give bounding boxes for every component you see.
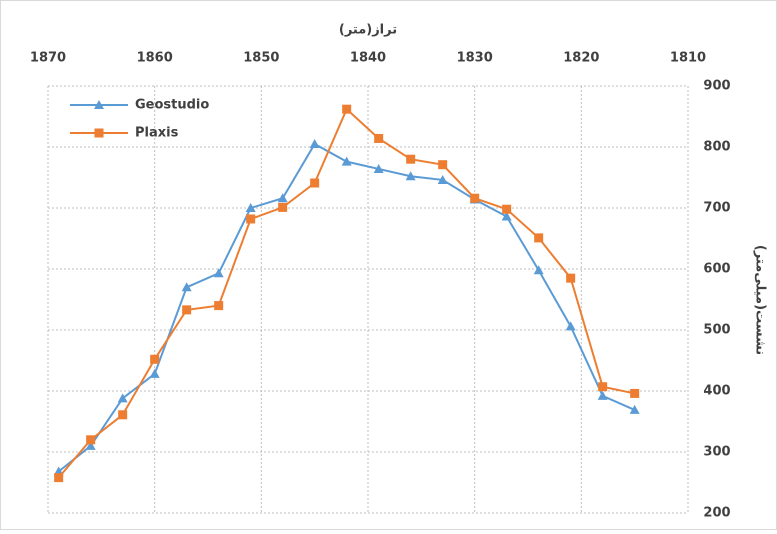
x-tick-label: 1830 (457, 51, 493, 66)
marker (565, 321, 576, 331)
marker (437, 174, 448, 184)
y-axis-title: نشست(میلی‌متر) (753, 245, 768, 355)
x-tick-label: 1870 (30, 51, 66, 66)
y-tick-label: 700 (703, 201, 730, 216)
marker (310, 178, 320, 188)
marker (181, 282, 192, 292)
marker (342, 104, 352, 114)
marker (213, 268, 224, 278)
y-tick-label: 600 (703, 262, 730, 277)
legend-marker (94, 128, 104, 138)
marker (86, 435, 96, 445)
marker (245, 203, 256, 212)
marker (534, 233, 544, 243)
y-tick-label: 800 (703, 140, 730, 155)
legend-item: Geostudio (70, 98, 209, 113)
marker (309, 138, 320, 148)
y-tick-label: 200 (703, 506, 730, 521)
marker (598, 382, 608, 392)
marker (54, 473, 64, 483)
marker (118, 410, 128, 420)
marker (470, 193, 480, 203)
marker (182, 305, 192, 315)
marker (630, 388, 640, 398)
legend-marker (94, 100, 104, 109)
legend-label: Geostudio (135, 98, 209, 113)
marker (597, 390, 608, 400)
marker (85, 440, 96, 450)
x-tick-label: 1840 (350, 51, 386, 66)
legend-label: Plaxis (135, 126, 179, 141)
marker (277, 193, 288, 203)
marker (501, 211, 512, 221)
y-tick-label: 500 (703, 323, 730, 338)
marker (373, 163, 384, 173)
marker (629, 404, 640, 414)
marker (374, 133, 384, 143)
x-tick-label: 1820 (563, 51, 599, 66)
marker (214, 301, 224, 311)
x-axis-title: تراز(متر) (339, 23, 397, 38)
marker (533, 265, 544, 275)
marker (502, 204, 512, 214)
marker (341, 156, 352, 166)
marker (117, 393, 128, 403)
legend-item: Plaxis (70, 126, 179, 141)
marker (438, 160, 448, 170)
y-tick-label: 300 (703, 445, 730, 460)
marker (406, 154, 416, 164)
marker (246, 214, 256, 224)
y-tick-label: 400 (703, 384, 730, 399)
y-tick-label: 900 (703, 79, 730, 94)
x-tick-label: 1810 (670, 51, 706, 66)
marker (149, 368, 160, 378)
x-tick-label: 1850 (243, 51, 279, 66)
marker (150, 354, 160, 364)
marker (405, 171, 416, 181)
marker (566, 273, 576, 283)
x-tick-label: 1860 (137, 51, 173, 66)
marker (278, 202, 288, 212)
